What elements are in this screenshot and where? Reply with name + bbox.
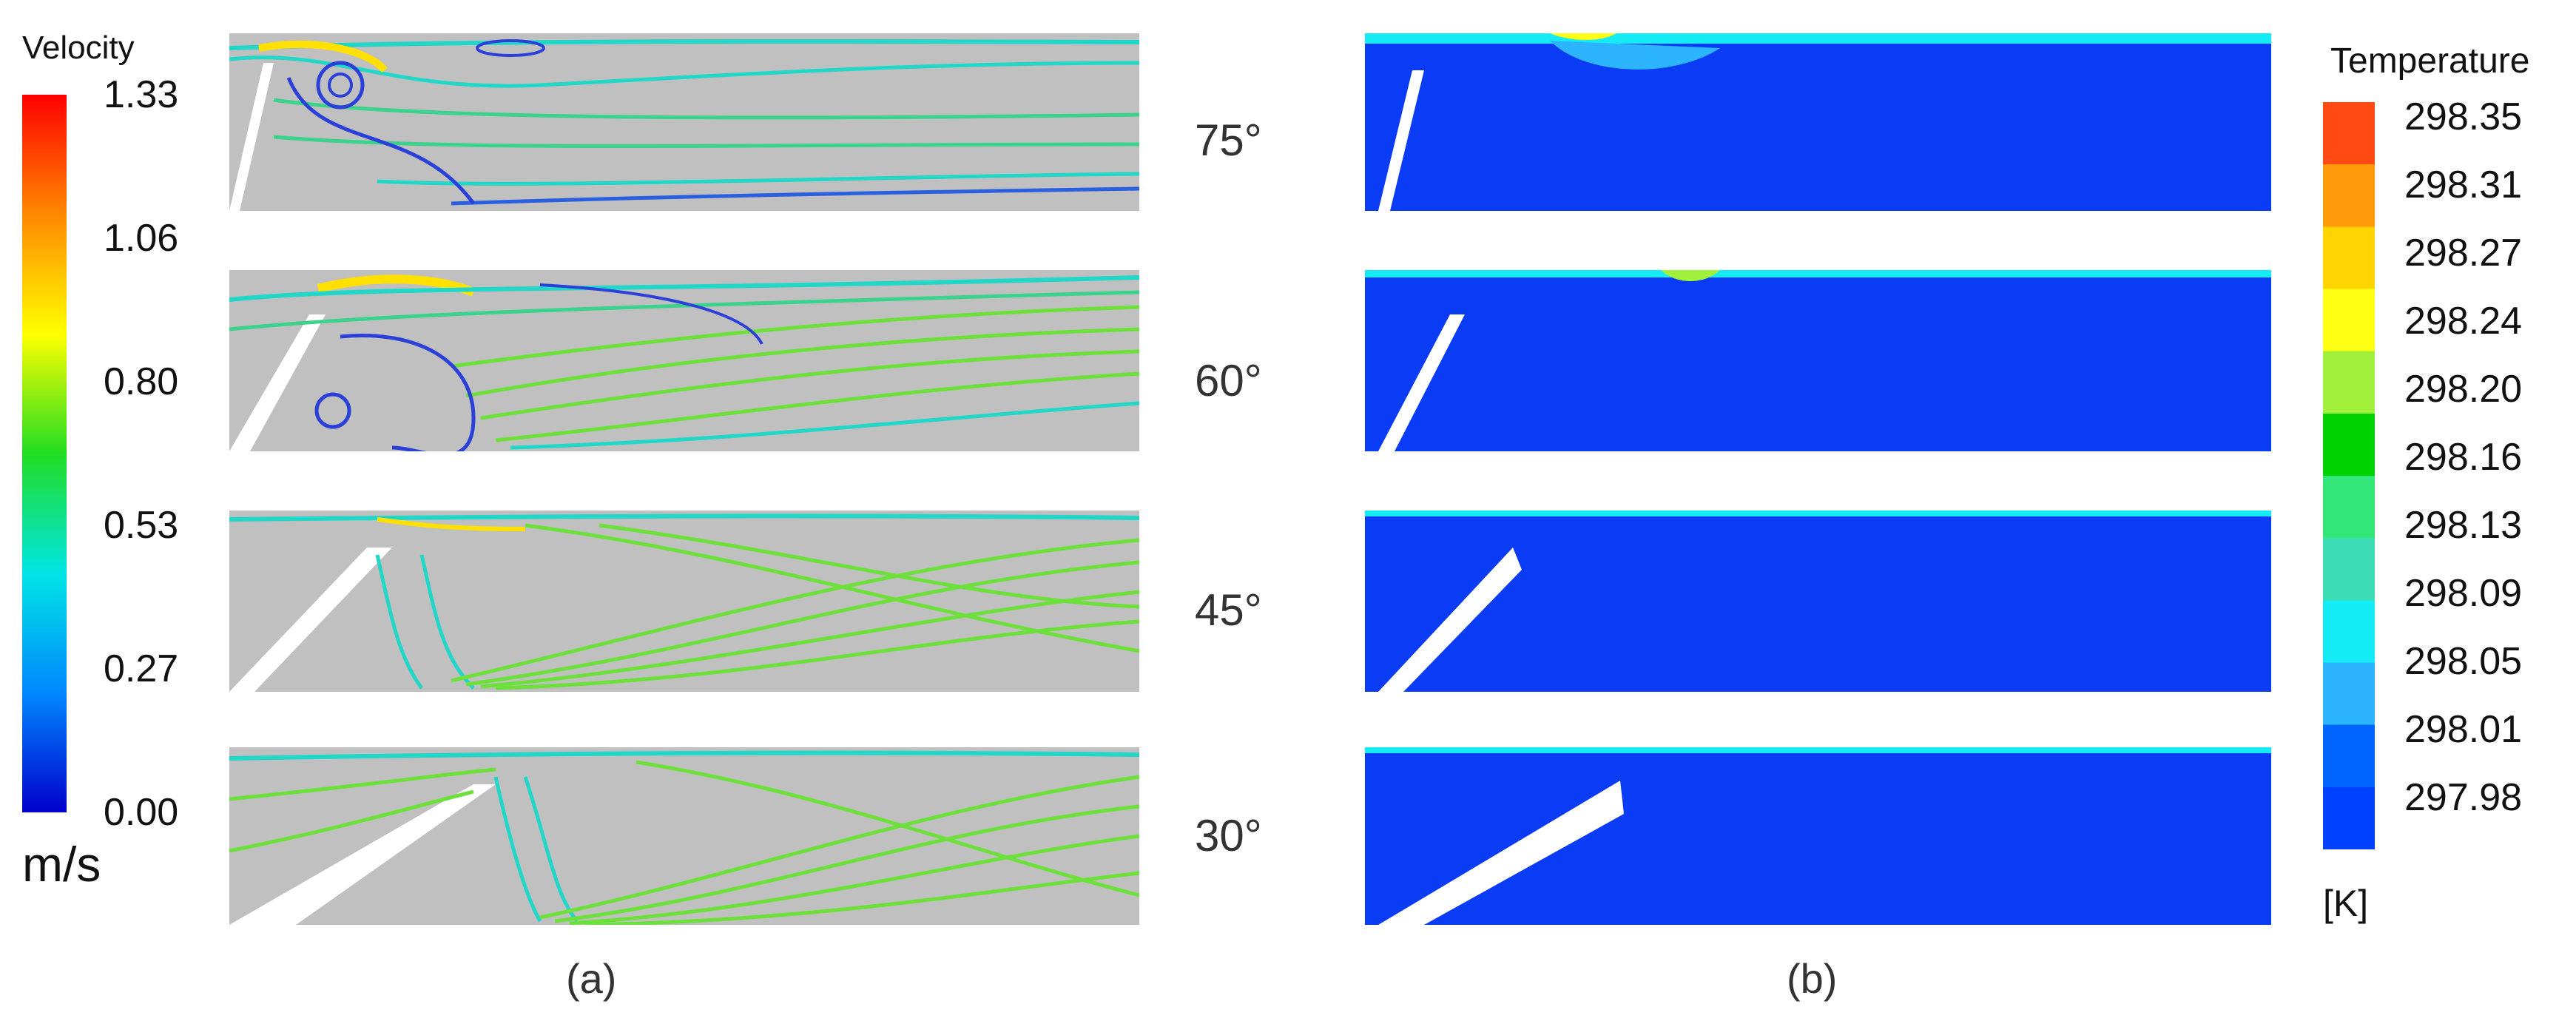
temperature-tick-label: 298.16 (2404, 436, 2523, 479)
velocity-panel-45 (229, 511, 1139, 692)
temperature-tick-label: 298.27 (2404, 232, 2523, 274)
velocity-panel-60 (229, 270, 1139, 451)
temperature-panel-30 (1365, 747, 2271, 925)
temperature-tick-label: 298.24 (2404, 300, 2523, 343)
caption-a: (a) (566, 955, 617, 1002)
velocity-tick-label: 0.27 (104, 647, 179, 690)
temperature-panel-75 (1365, 33, 2271, 211)
baffle-30 (229, 784, 496, 925)
temp-baffle-75 (1378, 70, 1424, 211)
velocity-panel-30 (229, 747, 1139, 925)
angle-label: 75° (1195, 115, 1262, 165)
baffle-60 (229, 314, 326, 451)
temperature-tick-label: 298.09 (2404, 572, 2523, 615)
velocity-panel-75 (229, 33, 1139, 211)
temperature-panel-45 (1365, 511, 2271, 692)
angle-label: 30° (1195, 811, 1262, 860)
velocity-tick-label: 1.33 (104, 73, 179, 116)
temp-baffle-60 (1378, 314, 1465, 451)
baffle-75 (229, 63, 274, 211)
velocity-tick-label: 0.53 (104, 504, 179, 547)
velocity-tick-label: 1.06 (104, 217, 179, 260)
temperature-tick-label: 297.98 (2404, 776, 2523, 819)
velocity-colorbar (22, 95, 67, 812)
temperature-legend-title: Temperature (2330, 41, 2530, 81)
temp-baffle-30 (1378, 781, 1624, 925)
velocity-unit: m/s (22, 837, 101, 892)
velocity-tick-label: 0.00 (104, 791, 179, 834)
angle-label: 45° (1195, 585, 1262, 635)
temperature-tick-label: 298.20 (2404, 368, 2523, 411)
temperature-tick-label: 298.31 (2404, 164, 2523, 206)
baffle-45 (229, 548, 392, 692)
velocity-tick-label: 0.80 (104, 360, 179, 403)
angle-label: 60° (1195, 356, 1262, 405)
velocity-legend-title: Velocity (22, 30, 135, 66)
temperature-tick-label: 298.01 (2404, 708, 2523, 751)
caption-b: (b) (1787, 955, 1838, 1002)
temp-baffle-45 (1378, 548, 1522, 692)
temperature-unit: [K] (2323, 883, 2369, 924)
temperature-tick-label: 298.35 (2404, 95, 2523, 138)
temperature-panel-60 (1365, 270, 2271, 451)
temperature-tick-label: 298.13 (2404, 504, 2523, 547)
temperature-tick-label: 298.05 (2404, 640, 2523, 683)
temperature-colorbar (2323, 102, 2375, 849)
